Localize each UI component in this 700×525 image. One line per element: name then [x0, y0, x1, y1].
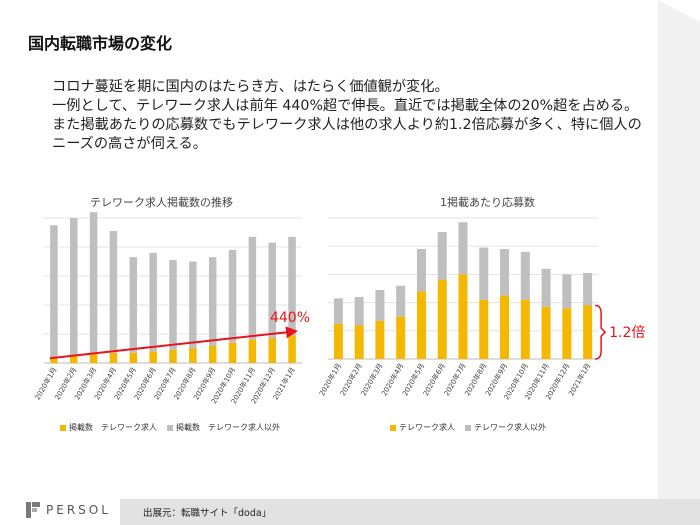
chart-2-legend: テレワーク求人 テレワーク求人以外 — [390, 422, 556, 433]
chart-2-bar-other — [583, 272, 593, 306]
chart-2-bar-telework — [375, 320, 385, 359]
chart-1-bar-other — [89, 212, 98, 355]
legend-item-telework: 掲載数 テレワーク求人 — [60, 422, 157, 433]
legend-item-other: 掲載数 テレワーク求人以外 — [167, 422, 280, 433]
chart-2-bar-other — [416, 249, 426, 292]
chart-2-bar-telework — [458, 274, 468, 359]
chart-1-bar-telework — [228, 342, 237, 363]
chart-2-bar-other — [541, 268, 551, 307]
chart-1-bar-other — [149, 252, 157, 352]
persol-logo-icon — [26, 502, 40, 518]
trend-arrow — [49, 326, 299, 360]
chart-1-annotation: 440% — [270, 310, 310, 326]
chart-1-bar-other — [208, 257, 217, 346]
chart-1-title: テレワーク求人掲載数の推移 — [90, 196, 233, 209]
chart-1-bar-telework — [268, 338, 276, 363]
chart-1-bar-other — [248, 236, 257, 340]
legend-swatch-other — [167, 424, 173, 431]
chart-1-bar-other — [50, 225, 58, 358]
chart-1-bar-other — [288, 236, 296, 336]
chart-1-bar-other — [129, 257, 138, 353]
legend-label-other: 掲載数 テレワーク求人以外 — [176, 423, 280, 432]
chart-1-bar-telework — [129, 352, 138, 363]
chart-1-bar-other — [268, 242, 276, 339]
body-text: コロナ蔓延を期に国内のはたらき方、はたらく価値観が変化。 一例として、テレワーク… — [52, 78, 652, 154]
chart-1-bar-other — [109, 231, 118, 353]
legend-swatch-telework — [390, 424, 396, 431]
chart-2-bar-other — [396, 285, 406, 317]
chart-2-bar-other — [437, 232, 447, 281]
persol-logo: PERSOL — [26, 502, 111, 518]
source-text: 出展元：転職サイト「doda」 — [143, 508, 272, 519]
legend-swatch-telework — [60, 424, 66, 431]
legend-swatch-other — [465, 424, 471, 431]
chart-1-bar-other — [189, 261, 197, 349]
persol-logo-text: PERSOL — [46, 503, 111, 517]
chart-1-bar-telework — [169, 349, 177, 363]
chart-2-bar-other — [479, 247, 489, 300]
chart-1-legend: 掲載数 テレワーク求人 掲載数 テレワーク求人以外 — [60, 422, 290, 433]
chart-2-bar-telework — [479, 299, 489, 359]
page-corner-decoration — [658, 0, 700, 500]
chart-2-bar-telework — [396, 316, 406, 359]
legend-item-other: テレワーク求人以外 — [465, 422, 546, 433]
chart-2-bar-telework — [520, 299, 530, 359]
chart-2-annotation: 1.2倍 — [609, 325, 645, 341]
chart-1-bar-telework — [149, 351, 157, 363]
legend-label-telework: 掲載数 テレワーク求人 — [69, 423, 157, 432]
chart-1-bar-telework — [89, 354, 98, 363]
chart-2-bar-telework — [354, 325, 364, 359]
chart-1-bar-telework — [109, 352, 118, 363]
slide-title: 国内転職市場の変化 — [28, 34, 173, 53]
page-corner-fold — [658, 0, 700, 22]
chart-2-bar-telework — [562, 308, 572, 359]
chart-2-bar-other — [333, 298, 343, 324]
chart-1-bar-other — [70, 218, 78, 356]
chart-2-bar-other — [562, 274, 572, 309]
body-paragraph-2: 一例として、テレワーク求人は前年 440%超で伸長。直近では掲載全体の20%超を… — [52, 98, 642, 152]
chart-2-bar-telework — [541, 306, 551, 359]
chart-2-bar-other — [354, 296, 364, 326]
chart-2-bar-telework — [333, 323, 343, 359]
legend-item-telework: テレワーク求人 — [390, 422, 455, 433]
chart-1-bar-telework — [248, 339, 257, 363]
chart-1-bar-telework — [208, 345, 217, 363]
chart-1-bar-telework — [189, 348, 197, 363]
chart-2-bar-telework — [437, 280, 447, 359]
chart-2-bar-other — [458, 222, 468, 275]
chart-2-bracket — [595, 304, 607, 360]
footer-bar — [120, 499, 700, 525]
chart-1-bar-other — [169, 260, 177, 350]
chart-1-bar-telework — [70, 355, 78, 363]
chart-1-bar-telework — [50, 357, 58, 363]
chart-2-title: 1掲載あたり応募数 — [440, 196, 535, 209]
footer: 出展元：転職サイト「doda」 PERSOL — [0, 496, 700, 525]
body-paragraph-1: コロナ蔓延を期に国内のはたらき方、はたらく価値観が変化。 — [52, 79, 449, 95]
chart-1-bar-telework — [288, 335, 296, 363]
chart-2-bar-telework — [583, 305, 593, 359]
chart-2-bar-telework — [416, 291, 426, 359]
legend-label-telework: テレワーク求人 — [399, 423, 455, 432]
chart-2-bar-other — [520, 251, 530, 300]
chart-1-bar-other — [228, 249, 237, 343]
chart-2-bar-other — [500, 249, 510, 296]
legend-label-other: テレワーク求人以外 — [474, 423, 546, 432]
chart-2-bar-other — [375, 289, 385, 321]
chart-2-bar-telework — [500, 295, 510, 359]
